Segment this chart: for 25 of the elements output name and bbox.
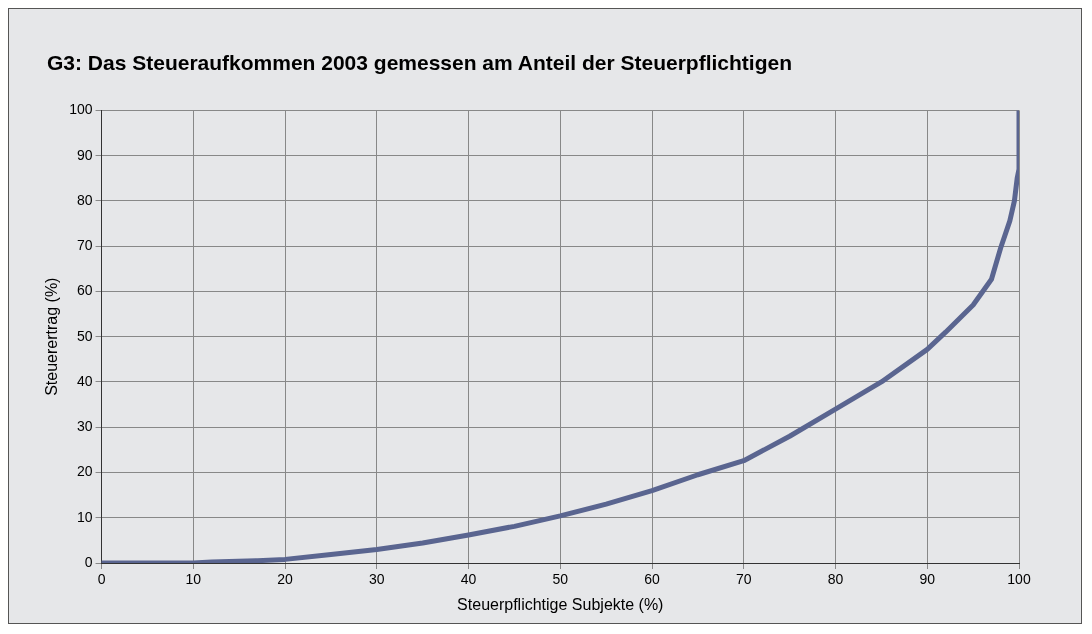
x-tick-label: 30 <box>369 571 385 588</box>
y-tick-label: 60 <box>76 282 93 299</box>
y-tick-label: 50 <box>76 327 93 344</box>
x-tick-label: 0 <box>97 571 106 588</box>
x-tick-label: 100 <box>1007 571 1031 588</box>
x-tick-label: 70 <box>735 571 752 588</box>
x-tick-label: 90 <box>919 571 936 588</box>
y-tick-label: 100 <box>69 101 93 118</box>
x-tick-label: 50 <box>552 571 569 588</box>
y-tick-label: 40 <box>76 372 93 389</box>
x-axis-title: Steuerpflichtige Subjekte (%) <box>457 595 664 613</box>
y-tick-label: 20 <box>76 463 93 480</box>
y-tick-label: 70 <box>76 237 93 254</box>
chart-title: G3: Das Steueraufkommen 2003 gemessen am Anteil der Steuerpflichtigen <box>47 51 792 75</box>
y-tick-label: 80 <box>76 191 93 208</box>
x-tick-label: 40 <box>460 571 477 588</box>
x-tick-label: 60 <box>644 571 661 588</box>
y-tick-label: 0 <box>84 553 93 570</box>
y-axis-title: Steuerertrag (%) <box>43 277 61 396</box>
y-tick-label: 10 <box>76 508 93 525</box>
x-tick-label: 80 <box>827 571 844 588</box>
x-tick-label: 20 <box>277 571 294 588</box>
y-tick-label: 90 <box>76 146 93 163</box>
y-tick-label: 30 <box>76 418 93 435</box>
x-tick-label: 10 <box>185 571 202 588</box>
